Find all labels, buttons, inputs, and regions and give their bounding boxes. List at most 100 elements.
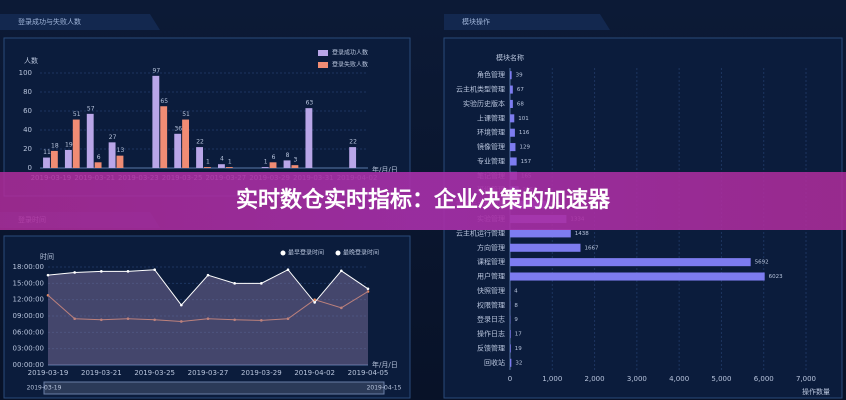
bar xyxy=(510,85,513,94)
value-label: 1 xyxy=(228,159,232,166)
legend-swatch xyxy=(335,250,341,256)
value-label: 6 xyxy=(97,154,101,161)
value-label: 39 xyxy=(516,73,523,79)
banner-text: 实时数仓实时指标：企业决策的加速器 xyxy=(236,187,611,213)
bar xyxy=(174,133,182,168)
bar xyxy=(510,71,512,80)
x-tick-label: 7,000 xyxy=(796,375,816,383)
bar xyxy=(510,358,512,367)
value-label: 129 xyxy=(519,145,530,151)
bar xyxy=(510,272,765,281)
point xyxy=(153,268,156,272)
value-label: 1438 xyxy=(575,231,589,237)
bar xyxy=(196,147,203,168)
y-tick-label: 09:00:00 xyxy=(13,312,44,320)
plots: 登录成功与失败人数人数年/月/日0204060801002019-03-1911… xyxy=(13,17,830,396)
y-tick-label: 角色管理 xyxy=(477,70,505,79)
y-tick-label: 课程管理 xyxy=(477,257,505,266)
bar xyxy=(217,164,225,168)
y-tick-label: 回收站 xyxy=(484,358,505,367)
point xyxy=(153,318,156,322)
bar xyxy=(261,167,269,168)
value-label: 8 xyxy=(514,303,518,309)
panel-header xyxy=(0,14,160,30)
x-tick-label: 3,000 xyxy=(627,375,647,383)
y-tick-label: 反馈管理 xyxy=(477,343,505,352)
value-label: 6 xyxy=(272,154,276,161)
point xyxy=(180,320,183,323)
point xyxy=(206,317,210,321)
y-tick-label: 100 xyxy=(19,69,32,77)
point xyxy=(206,273,210,277)
bar xyxy=(94,162,102,168)
bar xyxy=(225,167,233,168)
value-label: 63 xyxy=(306,100,314,107)
y-tick-label: 方向管理 xyxy=(477,243,505,252)
y-tick-label: 镜像管理 xyxy=(477,142,505,151)
area xyxy=(48,269,368,365)
value-label: 57 xyxy=(87,105,95,112)
bar xyxy=(50,150,58,168)
point xyxy=(126,270,130,273)
bar xyxy=(510,143,516,152)
x-axis-label: 操作数量 xyxy=(802,387,830,396)
bar xyxy=(305,108,313,168)
bar xyxy=(182,119,190,168)
point xyxy=(46,273,50,277)
y-tick-label: 03:00:00 xyxy=(13,345,44,353)
bar xyxy=(510,99,513,108)
y-tick-label: 操作日志 xyxy=(477,329,505,338)
legend-label: 最早登录时间 xyxy=(288,249,324,257)
value-label: 51 xyxy=(182,111,190,118)
legend-label: 最晚登录时间 xyxy=(343,249,379,257)
bar xyxy=(152,75,160,168)
value-label: 11 xyxy=(43,149,51,156)
point xyxy=(286,317,290,321)
point xyxy=(340,269,343,273)
value-label: 51 xyxy=(73,111,81,118)
value-label: 4 xyxy=(514,288,518,294)
y-tick-label: 06:00:00 xyxy=(13,328,44,336)
x-tick-label: 5,000 xyxy=(711,375,731,383)
value-label: 32 xyxy=(515,360,522,366)
bar xyxy=(510,229,571,238)
x-tick-label: 2019-03-29 xyxy=(241,369,282,377)
bar xyxy=(349,147,357,168)
point xyxy=(233,318,236,322)
x-tick-label: 2019-04-02 xyxy=(294,369,335,377)
point xyxy=(366,287,370,291)
legend-swatch xyxy=(280,250,286,256)
value-label: 13 xyxy=(117,147,125,154)
value-label: 65 xyxy=(160,98,168,105)
bar xyxy=(510,330,511,339)
y-tick-label: 专业管理 xyxy=(477,156,505,165)
point xyxy=(126,317,130,321)
legend-label: 登录失败人数 xyxy=(332,61,368,69)
y-tick-label: 00:00:00 xyxy=(13,361,44,369)
value-label: 1 xyxy=(206,159,210,166)
point xyxy=(286,268,290,272)
y-tick-label: 环境管理 xyxy=(477,128,505,137)
value-label: 116 xyxy=(519,130,530,136)
y-tick-label: 云主机类型管理 xyxy=(456,85,505,94)
bar xyxy=(291,165,299,168)
value-label: 18 xyxy=(51,142,59,149)
point xyxy=(260,282,263,285)
zoom-label: 2019-03-19 xyxy=(27,385,62,392)
bar xyxy=(510,114,515,123)
x-tick-label: 2019-03-27 xyxy=(188,369,229,377)
bar xyxy=(43,157,50,168)
bar xyxy=(510,243,581,252)
point xyxy=(180,303,183,307)
value-label: 9 xyxy=(514,317,518,323)
value-label: 1667 xyxy=(584,245,598,251)
y-tick-label: 20 xyxy=(23,145,32,153)
point xyxy=(366,290,370,293)
y-tick-label: 40 xyxy=(23,126,32,134)
x-tick-label: 4,000 xyxy=(669,375,689,383)
bar xyxy=(269,162,277,168)
value-label: 67 xyxy=(517,87,524,93)
value-label: 1 xyxy=(264,159,268,166)
bar xyxy=(64,149,72,168)
